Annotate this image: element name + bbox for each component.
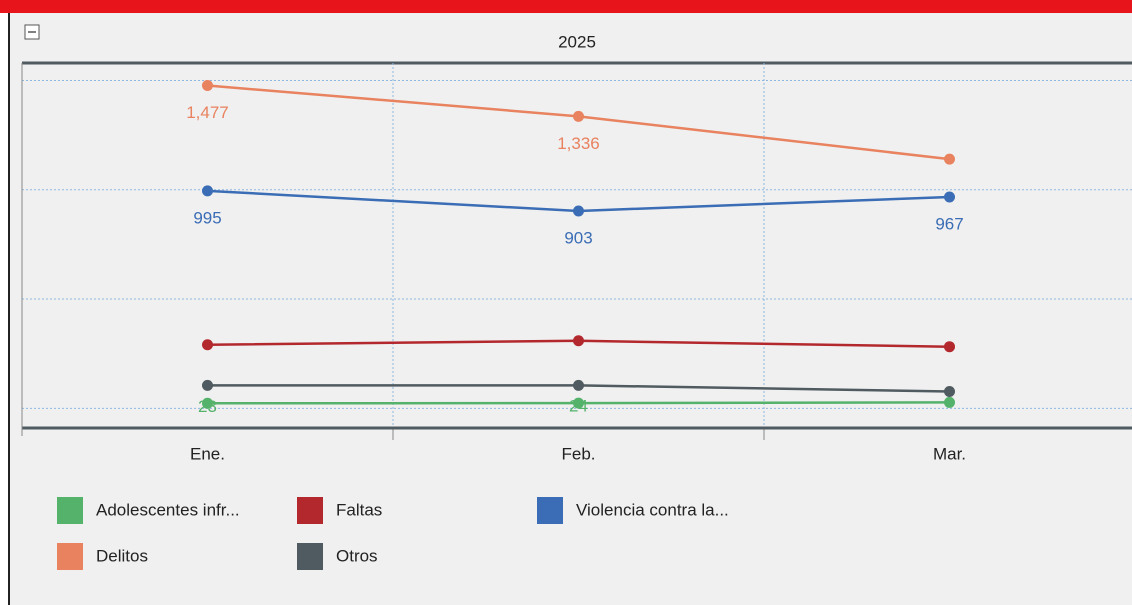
data-label: 903: [564, 228, 592, 247]
point: [202, 379, 213, 391]
legend-label: Delitos: [96, 546, 148, 565]
legend-swatch: [57, 543, 83, 570]
panel: [9, 13, 1132, 605]
legend-swatch: [297, 543, 323, 570]
legend-label: Otros: [336, 546, 378, 565]
point: [944, 396, 955, 408]
point: [944, 341, 955, 353]
point: [202, 185, 213, 197]
legend-label: Violencia contra la...: [576, 500, 729, 519]
legend-swatch: [297, 497, 323, 524]
x-tick-label: Mar.: [933, 444, 966, 463]
data-label: 24: [569, 397, 588, 416]
data-label: 995: [193, 208, 221, 227]
point: [573, 397, 584, 409]
point: [202, 80, 213, 92]
legend-label: Faltas: [336, 500, 382, 519]
legend-swatch: [537, 497, 563, 524]
banner: [0, 0, 1132, 13]
point: [202, 339, 213, 351]
legend-swatch: [57, 497, 83, 524]
data-label: 1,477: [186, 103, 229, 122]
x-tick-label: Feb.: [561, 444, 595, 463]
point: [944, 191, 955, 203]
point: [573, 335, 584, 347]
data-label: 967: [935, 214, 963, 233]
point: [573, 205, 584, 217]
point: [202, 397, 213, 409]
data-label: 23: [198, 397, 217, 416]
point: [573, 379, 584, 391]
data-label: 1,336: [557, 134, 600, 153]
legend-label: Adolescentes infr...: [96, 500, 240, 519]
chart-title: 2025: [558, 32, 596, 51]
point: [944, 153, 955, 165]
point: [573, 110, 584, 122]
x-tick-label: Ene.: [190, 444, 225, 463]
point: [944, 386, 955, 397]
